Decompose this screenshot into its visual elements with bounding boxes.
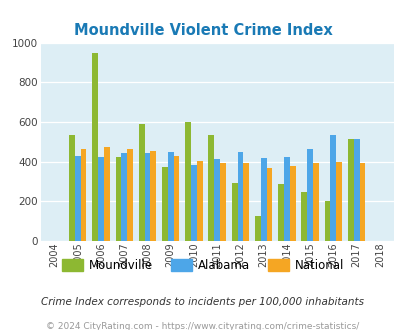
Bar (191, 165, 196, 241)
Bar (92, 53, 98, 241)
Bar (260, 158, 266, 241)
Bar (277, 184, 284, 241)
Bar (312, 163, 318, 241)
Bar (307, 149, 312, 241)
Bar (98, 157, 104, 241)
Bar (284, 157, 289, 241)
Bar (266, 168, 272, 241)
Bar (173, 156, 179, 241)
Bar (324, 201, 330, 241)
Bar (144, 153, 150, 241)
Legend: Moundville, Alabama, National: Moundville, Alabama, National (57, 254, 348, 277)
Bar (167, 152, 173, 241)
Bar (104, 147, 109, 241)
Bar (196, 161, 202, 241)
Bar (231, 183, 237, 241)
Bar (127, 149, 133, 241)
Bar (81, 149, 86, 241)
Bar (150, 151, 156, 241)
Text: © 2024 CityRating.com - https://www.cityrating.com/crime-statistics/: © 2024 CityRating.com - https://www.city… (46, 322, 359, 330)
Bar (220, 163, 225, 241)
Bar (335, 162, 341, 241)
Bar (237, 152, 243, 241)
Bar (185, 122, 191, 241)
Bar (359, 163, 364, 241)
Bar (214, 159, 220, 241)
Bar (162, 167, 167, 241)
Bar (243, 163, 249, 241)
Bar (353, 139, 359, 241)
Bar (289, 166, 295, 241)
Bar (115, 157, 121, 241)
Bar (121, 153, 127, 241)
Bar (254, 216, 260, 241)
Bar (347, 139, 353, 241)
Bar (301, 192, 307, 241)
Text: Crime Index corresponds to incidents per 100,000 inhabitants: Crime Index corresponds to incidents per… (41, 297, 364, 307)
Bar (75, 156, 81, 241)
Bar (69, 135, 75, 241)
Bar (208, 135, 214, 241)
Bar (330, 135, 335, 241)
Text: Moundville Violent Crime Index: Moundville Violent Crime Index (73, 23, 332, 38)
Bar (139, 124, 144, 241)
